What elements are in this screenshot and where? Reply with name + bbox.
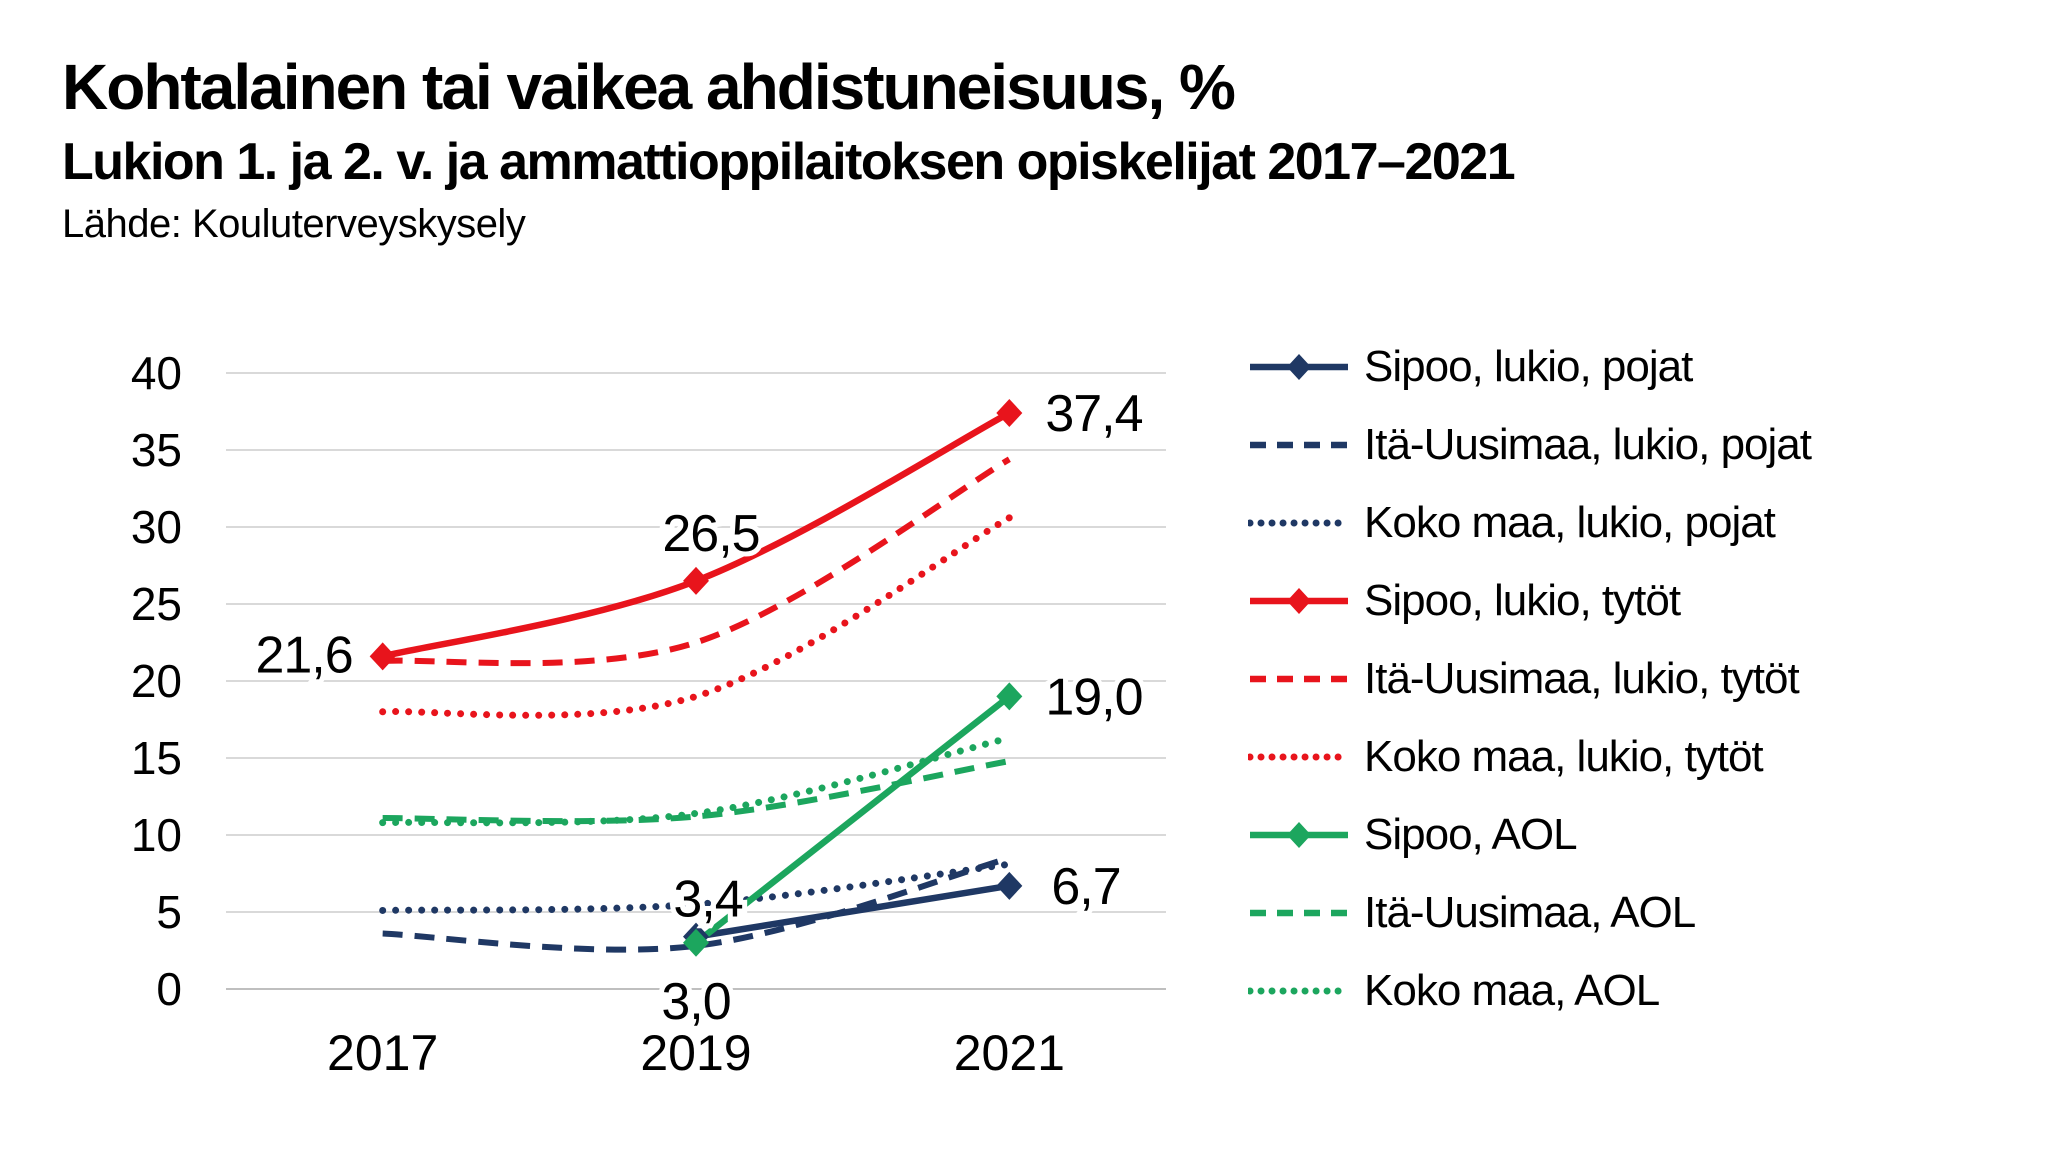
series-line-5 bbox=[379, 514, 1013, 719]
legend-sample-dotted-icon bbox=[1248, 753, 1350, 761]
point-label-21,6: 21,6 bbox=[255, 626, 352, 684]
marker-series-0-2021 bbox=[996, 871, 1023, 900]
y-tick-label-15: 15 bbox=[131, 732, 182, 784]
series-line-1 bbox=[382, 855, 1011, 953]
y-tick-label-10: 10 bbox=[131, 809, 182, 861]
y-tick-label-35: 35 bbox=[131, 424, 182, 476]
legend-item-5: Koko maa, lukio, tytöt bbox=[1248, 718, 1811, 796]
series-line-8 bbox=[379, 734, 1013, 827]
y-tick-label-5: 5 bbox=[156, 886, 182, 938]
series-line-6 bbox=[693, 693, 1012, 946]
legend-sample-solid-icon bbox=[1250, 822, 1348, 848]
marker-series-3-2017 bbox=[369, 642, 396, 671]
y-tick-label-30: 30 bbox=[131, 501, 182, 553]
source-note: Lähde: Kouluterveyskysely bbox=[62, 201, 526, 246]
chart-subtitle: Lukion 1. ja 2. v. ja ammattioppilaitoks… bbox=[62, 133, 1516, 192]
legend-item-0: Sipoo, lukio, pojat bbox=[1248, 328, 1811, 406]
legend-item-3: Sipoo, lukio, tytöt bbox=[1248, 562, 1811, 640]
legend-sample-dashed-icon bbox=[1250, 441, 1348, 449]
x-tick-label-2021: 2021 bbox=[954, 1025, 1065, 1081]
x-tick-label-2019: 2019 bbox=[640, 1025, 751, 1081]
y-tick-label-25: 25 bbox=[131, 578, 182, 630]
legend-label-5: Koko maa, lukio, tytöt bbox=[1364, 732, 1764, 781]
legend-sample-dotted-icon bbox=[1248, 987, 1350, 995]
point-label-3,0: 3,0 bbox=[661, 973, 730, 1031]
marker-series-3-2021 bbox=[996, 399, 1023, 428]
y-tick-label-20: 20 bbox=[131, 655, 182, 707]
legend-sample-solid-icon bbox=[1250, 588, 1348, 614]
legend-sample-dashed-icon bbox=[1250, 675, 1348, 683]
marker-series-3-2019 bbox=[683, 566, 709, 595]
legend-sample-dotted-icon bbox=[1248, 519, 1350, 527]
legend-label-3: Sipoo, lukio, tytöt bbox=[1364, 576, 1681, 625]
chart-legend: Sipoo, lukio, pojat Itä-Uusimaa, lukio, p… bbox=[1248, 328, 1812, 1030]
legend-label-7: Itä-Uusimaa, AOL bbox=[1364, 888, 1696, 937]
legend-item-2: Koko maa, lukio, pojat bbox=[1248, 484, 1811, 562]
legend-item-6: Sipoo, AOL bbox=[1248, 796, 1811, 874]
y-tick-label-40: 40 bbox=[131, 347, 182, 399]
legend-label-0: Sipoo, lukio, pojat bbox=[1364, 342, 1693, 391]
legend-label-6: Sipoo, AOL bbox=[1364, 810, 1578, 859]
point-label-3,4: 3,4 bbox=[673, 871, 742, 929]
series-line-0 bbox=[695, 882, 1010, 940]
legend-sample-solid-icon bbox=[1250, 354, 1348, 380]
legend-label-8: Koko maa, AOL bbox=[1364, 966, 1660, 1015]
legend-label-1: Itä-Uusimaa, lukio, pojat bbox=[1364, 420, 1812, 469]
y-tick-label-0: 0 bbox=[156, 963, 182, 1015]
legend-item-8: Koko maa, AOL bbox=[1248, 952, 1811, 1030]
legend-label-2: Koko maa, lukio, pojat bbox=[1364, 498, 1776, 547]
x-tick-label-2017: 2017 bbox=[327, 1025, 438, 1081]
legend-item-4: Itä-Uusimaa, lukio, tytöt bbox=[1248, 640, 1811, 718]
point-label-26,5: 26,5 bbox=[662, 505, 759, 563]
marker-series-6-2019 bbox=[683, 928, 709, 957]
series-line-7 bbox=[382, 758, 1010, 825]
chart-title: Kohtalainen tai vaikea ahdistuneisuus, % bbox=[62, 51, 1236, 123]
series-line-2 bbox=[379, 860, 1013, 914]
legend-sample-dashed-icon bbox=[1250, 909, 1348, 917]
series-line-4 bbox=[382, 456, 1011, 667]
chart-header: Kohtalainen tai vaikea ahdistuneisuus, %… bbox=[62, 51, 1516, 247]
point-label-19,0: 19,0 bbox=[1045, 668, 1142, 726]
legend-label-4: Itä-Uusimaa, lukio, tytöt bbox=[1364, 654, 1800, 703]
point-label-37,4: 37,4 bbox=[1045, 385, 1142, 443]
point-label-6,7: 6,7 bbox=[1051, 858, 1120, 916]
legend-item-7: Itä-Uusimaa, AOL bbox=[1248, 874, 1811, 952]
legend-item-1: Itä-Uusimaa, lukio, pojat bbox=[1248, 406, 1812, 484]
marker-series-6-2021 bbox=[996, 682, 1023, 711]
